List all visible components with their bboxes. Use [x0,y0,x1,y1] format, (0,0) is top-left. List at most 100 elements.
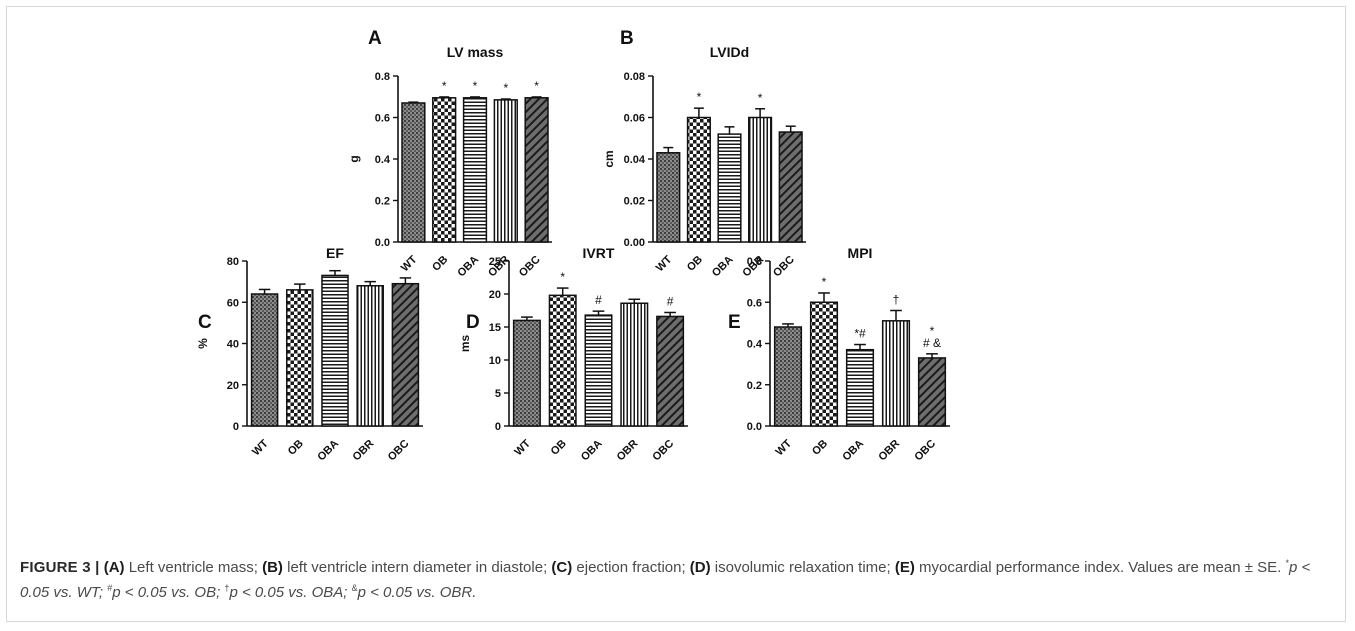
significance-mark-d-ob: * [560,270,565,284]
chart-title-d: IVRT [583,245,615,261]
bar-e-ob [809,301,839,427]
significance-mark-e-obr: † [893,293,900,307]
chart-panel-c: C EF% 0 20 40 60 80 WT OB OBA OBR OBC [196,245,423,463]
bar-a-obr [493,99,518,243]
caption-stat-text-1: p < 0.05 vs. WT; [20,559,1311,601]
y-tick-label-d-2: 10 [489,355,501,367]
caption-text-c: ejection fraction; [572,559,690,576]
bar-a-oba [462,97,488,243]
caption-stat-text-2: p < 0.05 vs. OB; [112,584,225,601]
x-tick-label-b-obc: OBC [771,254,797,280]
y-tick-label-d-5: 25 [489,256,501,268]
significance-mark-a-ob: * [442,79,447,93]
bar-a-obc [524,97,549,243]
bar-d-obr [620,302,649,427]
y-tick-label-c-0: 0 [233,421,239,433]
charts-layer: A LV mass g 0.0 0.2 0.4 0.6 0.8 WT * OB * OBA * OBR * OB… [196,28,950,463]
panel-letter-c: C [198,312,212,333]
y-tick-label-a-2: 0.4 [375,154,391,166]
y-tick-label-a-0: 0.0 [375,237,390,249]
chart-panel-d: D IVRT ms 0 5 10 15 20 25 WT * OB # OBA OBR # OBC [458,245,688,463]
x-tick-label-a-obc: OBC [517,254,543,280]
significance-mark-b-obr: * [758,91,763,105]
y-tick-label-a-4: 0.8 [375,71,390,83]
y-axis-label-c: % [196,338,210,349]
y-axis-label-d: ms [458,335,472,353]
x-tick-label-b-ob: OB [685,254,705,274]
significance-mark-e-obc-0: # & [923,336,941,350]
y-tick-label-b-1: 0.02 [624,196,645,208]
x-tick-label-d-obc: OBC [650,438,676,464]
caption-stat-symbol-2: # [107,583,113,593]
x-tick-label-c-obr: OBR [351,438,377,464]
caption-text-d: isovolumic relaxation time; [710,559,895,576]
bar-c-oba [321,274,349,427]
caption-label: FIGURE 3 | [20,559,100,576]
y-tick-label-c-4: 80 [227,256,239,268]
caption-stat-symbol-1: * [1285,558,1290,568]
bar-c-obr [356,285,384,427]
caption-stat-text-3: p < 0.05 vs. OBA; [229,584,352,601]
bar-b-oba [717,133,742,243]
bar-e-obc [917,357,947,427]
y-axis-label-a: g [347,155,361,162]
chart-title-e: MPI [848,245,873,261]
bar-c-wt [250,293,279,427]
significance-mark-d-obc: # [667,294,674,308]
caption-tag-c: (C) [551,559,573,576]
bar-d-oba [584,314,613,427]
y-tick-label-b-3: 0.06 [624,113,645,125]
y-tick-label-b-0: 0.00 [624,237,645,249]
x-tick-label-a-wt: WT [399,253,420,274]
caption-stat-symbol-4: & [351,583,358,593]
x-tick-label-d-ob: OB [549,438,569,458]
x-tick-label-a-ob: OB [430,254,450,274]
caption-stat-symbol-3: † [224,583,230,593]
y-tick-label-a-3: 0.6 [375,113,390,125]
x-tick-label-c-ob: OB [286,438,306,458]
x-tick-label-e-wt: WT [774,437,795,458]
panel-letter-e: E [728,312,741,333]
significance-mark-a-obr: * [503,81,508,95]
caption-stat-text-4: p < 0.05 vs. OBR. [357,584,477,601]
bar-e-oba [845,348,875,427]
significance-mark-a-oba: * [473,79,478,93]
bar-d-wt [512,319,541,427]
x-tick-label-d-obr: OBR [615,438,641,464]
bar-b-obr [748,116,773,243]
bar-e-wt [773,326,803,427]
x-tick-label-b-wt: WT [654,253,675,274]
y-tick-label-d-0: 0 [495,421,501,433]
x-tick-label-d-wt: WT [512,437,533,458]
figure-frame [6,6,1346,622]
significance-mark-a-obc: * [534,79,539,93]
bar-a-wt [401,102,426,243]
y-tick-label-b-4: 0.08 [624,71,645,83]
bar-b-obc [778,131,803,243]
y-tick-label-c-3: 60 [227,297,239,309]
figure-caption: FIGURE 3 | (A) Left ventricle mass; (B) … [20,553,1330,603]
caption-tag-e: (E) [894,559,915,576]
y-tick-label-d-1: 5 [495,388,501,400]
chart-title-a: LV mass [447,44,504,60]
chart-title-c: EF [326,245,344,261]
y-tick-label-e-2: 0.4 [747,339,763,351]
y-tick-label-c-1: 20 [227,380,239,392]
bar-a-ob [432,97,457,243]
y-tick-label-b-2: 0.04 [624,154,646,166]
significance-mark-d-oba: # [595,293,602,307]
y-axis-label-b: cm [602,150,616,167]
x-tick-label-d-oba: OBA [579,438,605,464]
bar-d-obc [656,315,685,427]
significance-mark-e-ob: * [822,275,827,289]
bar-c-ob [286,289,314,427]
bar-c-obc [391,282,420,427]
y-tick-label-e-1: 0.2 [747,380,762,392]
significance-mark-b-ob: * [697,90,702,104]
bar-e-obr [881,320,911,427]
caption-text-e: myocardial performance index. Values are… [914,559,1286,576]
y-tick-label-d-4: 20 [489,289,501,301]
